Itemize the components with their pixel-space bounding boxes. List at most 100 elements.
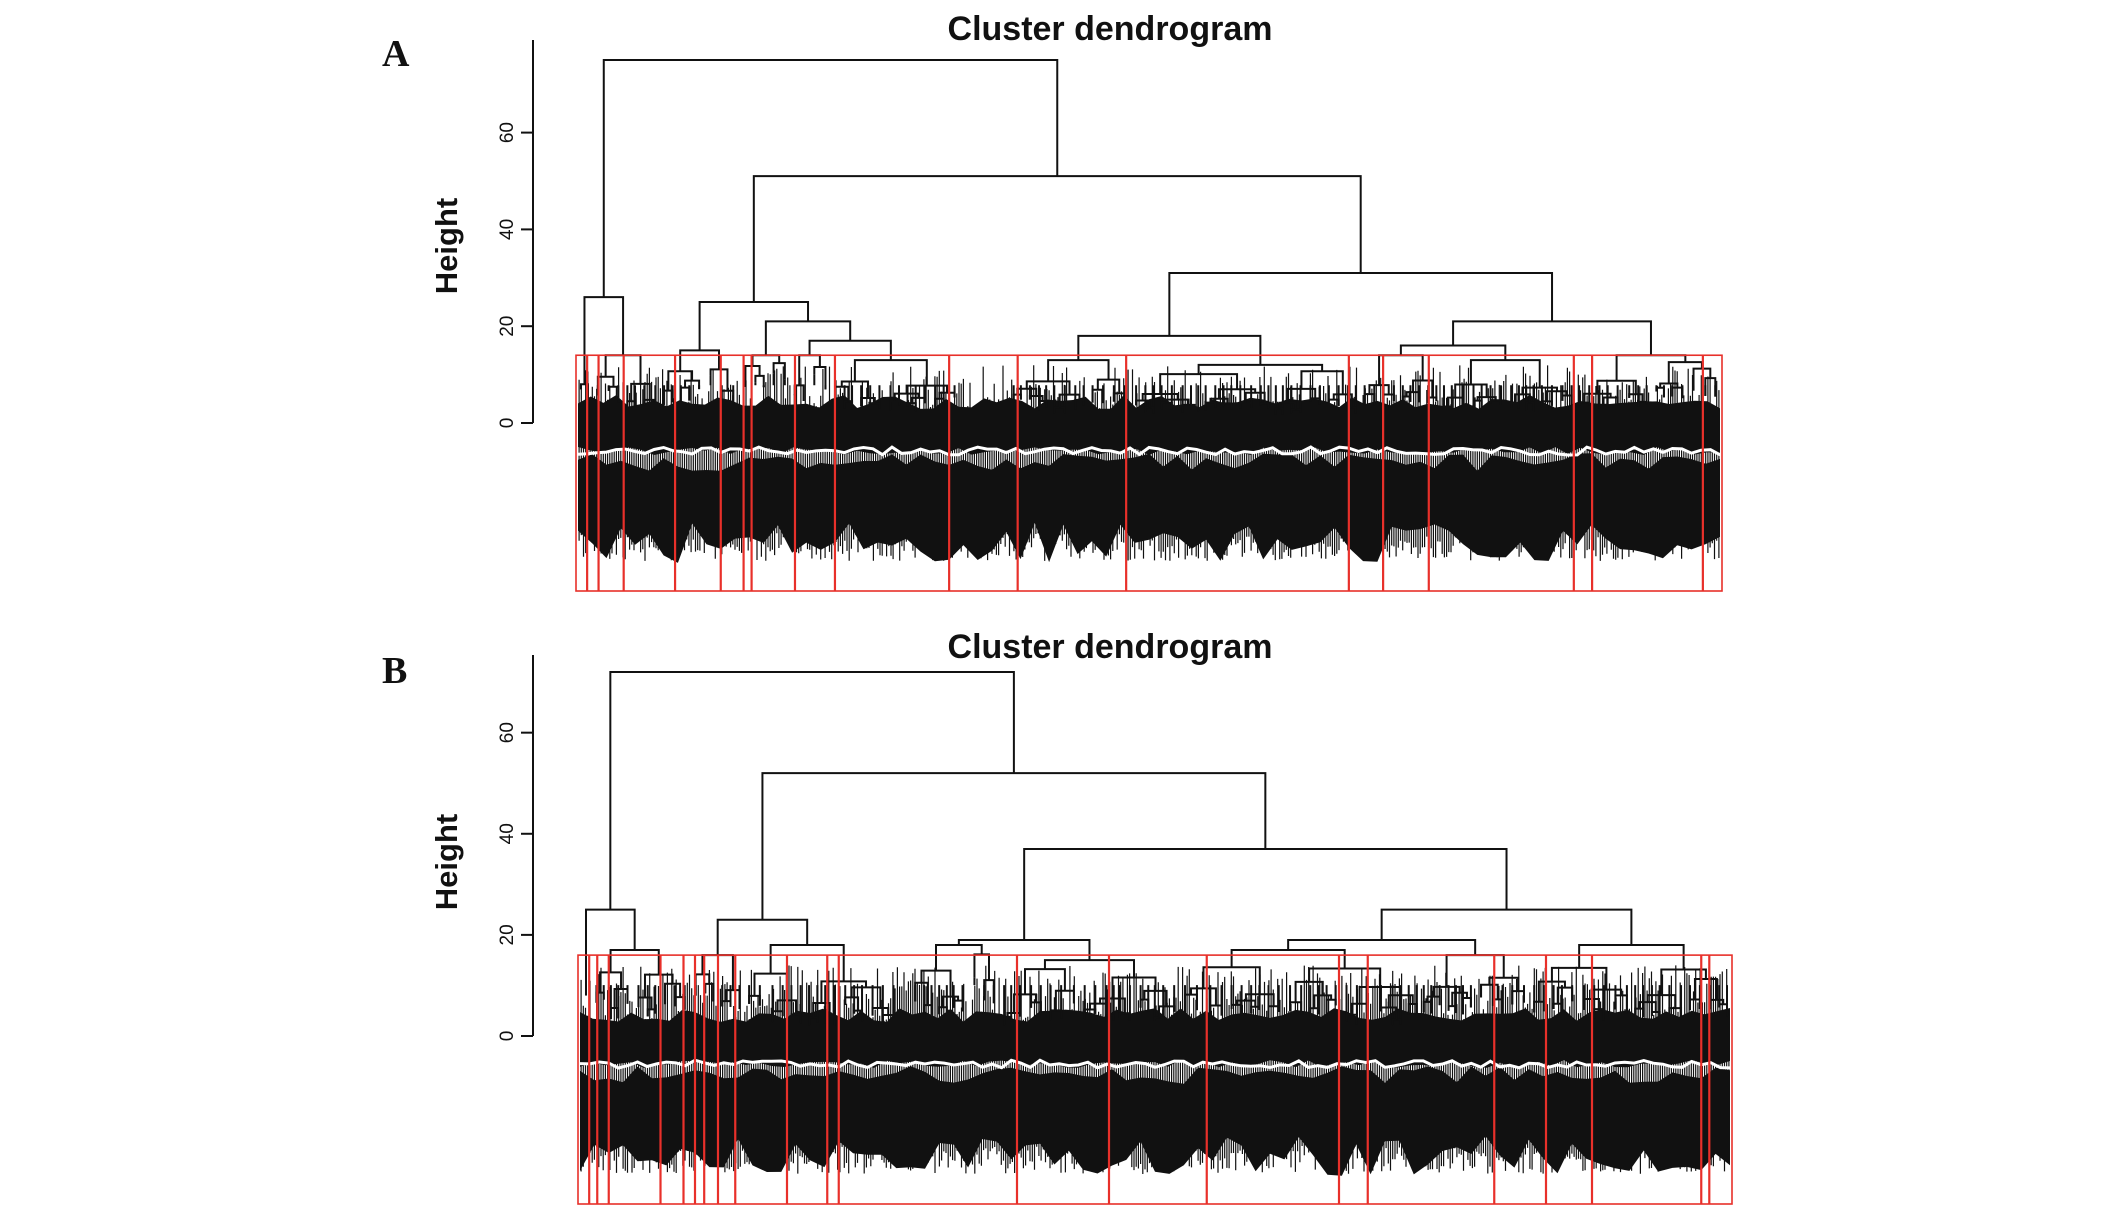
branch xyxy=(1614,994,1628,1014)
branch xyxy=(973,953,990,981)
branch xyxy=(1472,399,1483,409)
branch xyxy=(840,380,869,399)
branch xyxy=(1452,320,1652,356)
branch xyxy=(1552,1002,1563,1012)
branch xyxy=(583,296,625,385)
branch xyxy=(754,374,765,388)
branch xyxy=(1184,993,1198,1013)
branch xyxy=(983,979,995,1004)
branch xyxy=(1709,998,1725,1010)
branch xyxy=(1693,977,1718,1000)
branch xyxy=(798,354,821,386)
panel-b-title: Cluster dendrogram xyxy=(948,628,1273,666)
branch xyxy=(1556,986,1574,1004)
branch xyxy=(709,368,729,391)
branch xyxy=(1525,401,1535,412)
branch xyxy=(1399,344,1507,361)
branch xyxy=(599,971,623,993)
branch xyxy=(1550,966,1608,990)
branch xyxy=(853,1009,864,1022)
branch xyxy=(684,379,701,390)
branch xyxy=(1038,399,1048,411)
branch xyxy=(752,175,1362,302)
branch xyxy=(1514,393,1531,404)
branch xyxy=(1401,395,1412,402)
branch xyxy=(1718,1003,1729,1017)
branch xyxy=(602,59,1059,298)
panel-b-ylabel: Height xyxy=(429,814,464,910)
branch xyxy=(1030,1001,1042,1013)
branch xyxy=(1135,399,1151,408)
branch xyxy=(1454,383,1488,398)
branch xyxy=(1704,377,1717,397)
branch xyxy=(1290,408,1302,414)
branch xyxy=(1480,983,1499,1000)
branch xyxy=(748,994,761,1006)
y-tick-label: 60 xyxy=(497,122,518,143)
leaf-merge-band xyxy=(580,1008,1730,1068)
branch xyxy=(1181,403,1196,413)
branch xyxy=(1190,406,1200,412)
branch xyxy=(812,1002,831,1018)
branch xyxy=(808,339,892,361)
branch xyxy=(1289,1001,1303,1015)
panel-b-module-cuts xyxy=(577,954,1733,1205)
branch xyxy=(1096,378,1121,394)
branch xyxy=(1689,998,1701,1011)
branch xyxy=(698,301,810,351)
branch xyxy=(844,996,860,1011)
y-tick-label: 20 xyxy=(497,316,518,337)
branch xyxy=(910,396,927,404)
branch xyxy=(1025,380,1071,395)
y-tick-label: 40 xyxy=(497,823,518,844)
branch xyxy=(1405,391,1421,403)
branch xyxy=(1462,996,1472,1015)
branch xyxy=(1511,990,1525,1005)
module-cut-box xyxy=(575,354,1723,592)
branch xyxy=(626,400,637,408)
panel-b-y-axis: 0 20 40 60 xyxy=(497,655,534,1041)
panel-a-ylabel: Height xyxy=(429,198,464,294)
branch xyxy=(1274,407,1284,415)
branch xyxy=(764,320,852,356)
branch xyxy=(771,1010,784,1023)
branch xyxy=(1244,993,1275,1007)
panel-b-dendrogram-branches xyxy=(585,671,1729,1026)
leaf-label-mass xyxy=(578,453,1720,563)
branch xyxy=(871,1006,890,1016)
branch xyxy=(1345,1013,1358,1025)
branch xyxy=(1325,998,1337,1016)
y-tick-label: 0 xyxy=(497,418,518,429)
branch xyxy=(1091,388,1105,404)
branch xyxy=(1489,399,1502,406)
panel-b: B Cluster dendrogram Height 0 20 40 60 xyxy=(382,628,1733,1205)
branch xyxy=(1028,394,1044,401)
branch xyxy=(716,918,809,956)
branch xyxy=(1510,402,1520,409)
leaf-merge-band xyxy=(578,395,1720,455)
branch xyxy=(1043,959,1135,978)
branch xyxy=(1287,938,1477,956)
branch xyxy=(1358,986,1402,1004)
branch xyxy=(1143,989,1168,1007)
branch xyxy=(1313,994,1333,1009)
branch xyxy=(1217,388,1257,399)
branch xyxy=(1646,994,1677,1009)
branch xyxy=(1023,847,1508,940)
panel-a-title: Cluster dendrogram xyxy=(948,10,1273,48)
branch xyxy=(957,938,1091,961)
branch xyxy=(942,995,960,1008)
branch xyxy=(1222,402,1233,410)
panel-b-leaves xyxy=(579,965,1731,1176)
branch xyxy=(1118,1012,1131,1021)
branch xyxy=(1267,1005,1280,1019)
branch xyxy=(1197,363,1324,375)
branch xyxy=(694,973,711,996)
branch xyxy=(679,349,721,372)
branch xyxy=(1578,944,1685,970)
branch xyxy=(1209,1004,1223,1017)
y-tick-label: 40 xyxy=(497,219,518,240)
branch xyxy=(609,949,660,975)
branch xyxy=(1447,1005,1457,1014)
